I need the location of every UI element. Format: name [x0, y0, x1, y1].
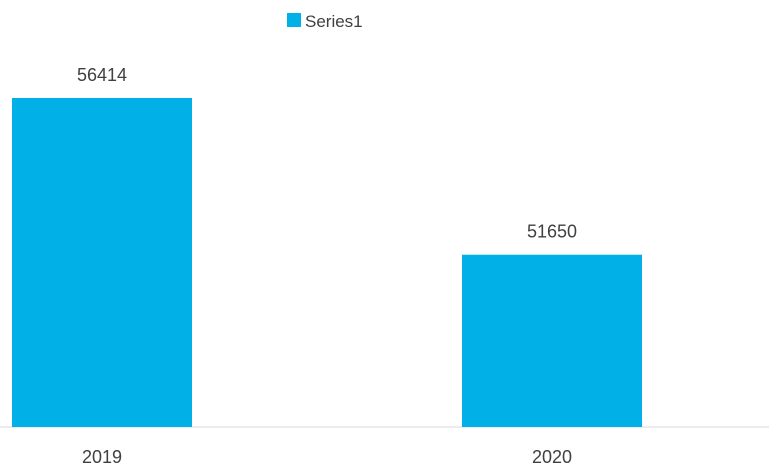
legend: Series1	[287, 12, 363, 31]
data-label-2019: 56414	[77, 65, 127, 85]
x-tick-label-2019: 2019	[82, 447, 122, 467]
bars-group	[12, 98, 642, 427]
legend-swatch-series1	[287, 13, 301, 27]
data-label-2020: 51650	[527, 222, 577, 242]
x-tick-label-2020: 2020	[532, 447, 572, 467]
bar-2020	[462, 254, 642, 427]
bar-2019	[12, 98, 192, 427]
x-tick-labels: 2019 2020	[82, 447, 572, 467]
data-labels-group: 56414 51650	[77, 65, 577, 242]
legend-label-series1: Series1	[305, 12, 363, 31]
